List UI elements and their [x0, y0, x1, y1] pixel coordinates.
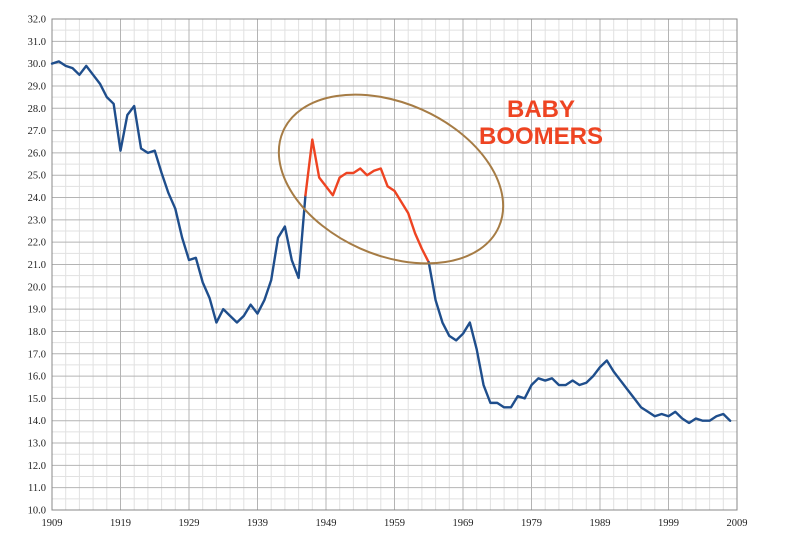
y-tick-label: 26.0: [28, 148, 46, 159]
y-tick-label: 20.0: [28, 282, 46, 293]
y-tick-labels: 10.0 11.0 12.0 13.0 14.0 15.0 16.0 17.0 18.0 19.0…: [28, 15, 46, 517]
baby-boomers-ellipse: [277, 93, 505, 265]
y-tick-label: 28.0: [28, 104, 46, 115]
y-tick-label: 27.0: [28, 126, 46, 137]
x-tick-label: 1999: [658, 518, 679, 529]
x-tick-label: 1919: [110, 518, 131, 529]
y-tick-label: 24.0: [28, 193, 46, 204]
y-tick-label: 11.0: [28, 483, 46, 494]
y-tick-label: 15.0: [28, 394, 46, 405]
y-tick-label: 17.0: [28, 349, 46, 360]
y-tick-label: 31.0: [28, 37, 46, 48]
x-tick-labels: 1909 1919 1929 1939 1949 1959 1969 1979 1989 1999…: [42, 518, 748, 529]
y-tick-label: 22.0: [28, 238, 46, 249]
birth-rate-series-line: [50, 60, 307, 324]
y-tick-label: 32.0: [28, 15, 46, 26]
x-tick-label: 1909: [42, 518, 63, 529]
x-tick-label: 1959: [384, 518, 405, 529]
y-tick-label: 16.0: [28, 372, 46, 383]
y-tick-label: 13.0: [28, 439, 46, 450]
x-tick-label: 1939: [247, 518, 268, 529]
x-tick-label: 1979: [521, 518, 542, 529]
y-tick-label: 25.0: [28, 171, 46, 182]
y-tick-label: 29.0: [28, 81, 46, 92]
y-tick-label: 19.0: [28, 305, 46, 316]
y-tick-label: 30.0: [28, 59, 46, 70]
major-grid: [51, 18, 738, 511]
x-tick-label: 1969: [453, 518, 474, 529]
x-tick-label: 2009: [727, 518, 748, 529]
baby-boomer-series-line: [304, 138, 430, 264]
y-tick-label: 21.0: [28, 260, 46, 271]
y-tick-label: 18.0: [28, 327, 46, 338]
y-tick-label: 10.0: [28, 506, 46, 517]
y-tick-label: 14.0: [28, 416, 46, 427]
birth-rate-series-line: [427, 261, 732, 425]
x-tick-label: 1949: [316, 518, 337, 529]
x-tick-label: 1929: [179, 518, 200, 529]
annotation-line-1: BABY: [507, 96, 575, 123]
plot-frame: [51, 18, 738, 511]
x-tick-label: 1989: [590, 518, 611, 529]
annotation-line-2: BOOMERS: [479, 123, 603, 150]
y-tick-label: 23.0: [28, 215, 46, 226]
series-lines: [50, 60, 732, 425]
y-tick-label: 12.0: [28, 461, 46, 472]
